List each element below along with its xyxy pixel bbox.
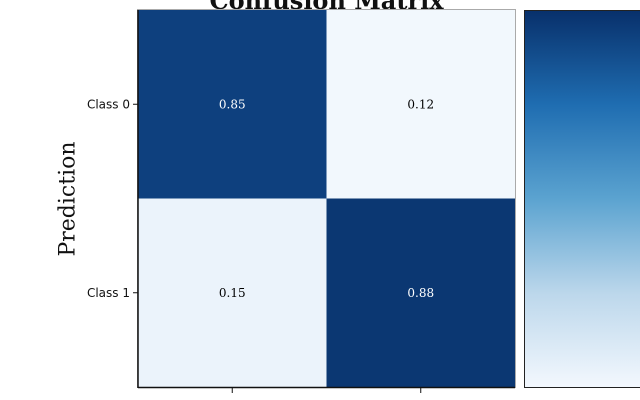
y-tick-label: Class 0 <box>87 97 130 111</box>
cell-value-label: 0.12 <box>407 97 434 111</box>
heatmap-cell <box>138 10 327 199</box>
y-tick-label: Class 1 <box>87 286 130 300</box>
heatmap-cell <box>326 198 515 387</box>
colorbar <box>524 10 640 388</box>
cell-value-label: 0.15 <box>219 286 246 300</box>
heatmap-cell <box>326 10 515 199</box>
heatmap-cell <box>138 198 327 387</box>
cell-value-label: 0.88 <box>407 286 434 300</box>
cell-value-label: 0.85 <box>219 97 246 111</box>
